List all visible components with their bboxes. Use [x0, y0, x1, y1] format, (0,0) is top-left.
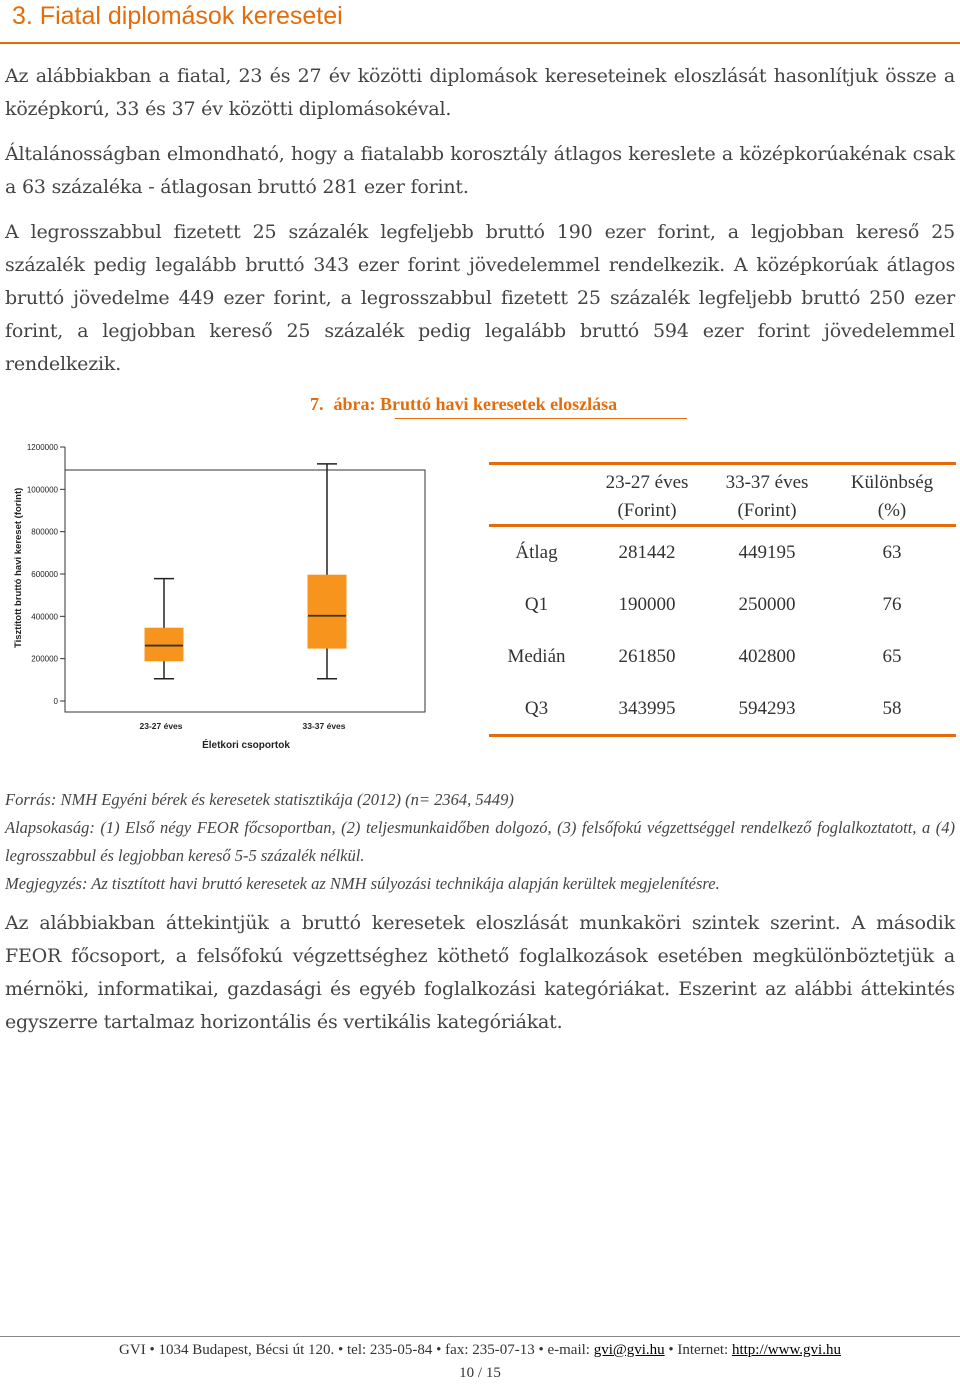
table-header-rule: [489, 524, 956, 527]
iqr-box: [307, 574, 347, 649]
header-col1-line2: (Forint): [617, 500, 677, 521]
table-header-col3: Különbség (%): [832, 472, 952, 522]
statistics-table: 23-27 éves (Forint) 33-37 éves (Forint) …: [489, 462, 956, 742]
table-cell: 76: [882, 594, 902, 615]
y-tick-label: 600000: [31, 570, 58, 579]
table-cell: 594293: [738, 698, 796, 719]
paragraph-overview: Az alábbiakban áttekintjük a bruttó kere…: [5, 912, 955, 1033]
footer-org-text: GVI • 1034 Budapest, Bécsi út 120. • tel…: [119, 1342, 594, 1358]
plot-frame: [64, 469, 426, 713]
paragraph-intro: Az alábbiakban a fiatal, 23 és 27 év köz…: [5, 65, 955, 120]
table-cell: 402800: [738, 646, 796, 667]
table-cell: 449195: [738, 542, 796, 563]
y-tick-label: 1200000: [27, 443, 59, 452]
footer-internet-label: • Internet:: [664, 1342, 732, 1358]
table-row-label: Átlag: [515, 542, 558, 563]
figure-caption: 7. ábra: Bruttó havi keresetek eloszlása: [310, 394, 617, 415]
paragraph-general: Általánosságban elmondható, hogy a fiata…: [5, 143, 955, 198]
table-header-col1: 23-27 éves (Forint): [587, 472, 707, 522]
table-row-label: Medián: [507, 646, 566, 667]
table-cell: 65: [882, 646, 902, 667]
table-header-col2: 33-37 éves (Forint): [707, 472, 827, 522]
remark-note: Megjegyzés: Az tisztított havi bruttó ke…: [5, 874, 720, 893]
header-col3-line2: (%): [877, 500, 907, 521]
y-tick-label: 0: [54, 697, 59, 706]
page-number: 10 / 15: [459, 1365, 501, 1381]
figure-number: 7.: [310, 394, 324, 414]
y-tick-label: 200000: [31, 655, 58, 664]
table-cell: 250000: [738, 594, 796, 615]
footer-website-link[interactable]: http://www.gvi.hu: [731, 1342, 841, 1358]
x-tick-label: 23-27 éves: [139, 721, 182, 731]
figure-title: ábra: Bruttó havi keresetek eloszlása: [333, 394, 618, 414]
x-tick-label: 33-37 éves: [302, 721, 345, 731]
source-note: Forrás: NMH Egyéni bérek és keresetek st…: [5, 790, 514, 809]
figure-caption-underline: [395, 418, 687, 419]
x-axis-label: Életkori csoportok: [202, 738, 290, 751]
section-heading: 3. Fiatal diplomások keresetei: [12, 2, 343, 30]
header-col1-line1: 23-27 éves: [605, 472, 689, 493]
table-cell: 261850: [618, 646, 676, 667]
table-top-rule: [489, 462, 956, 465]
table-cell: 58: [882, 698, 902, 719]
table-cell: 190000: [618, 594, 676, 615]
table-bottom-rule: [489, 734, 956, 737]
y-tick-label: 1000000: [27, 485, 59, 494]
iqr-box: [144, 627, 184, 662]
table-row-label: Q3: [524, 698, 549, 719]
header-col2-line2: (Forint): [737, 500, 797, 521]
y-tick-label: 800000: [31, 528, 58, 537]
footer-email-link[interactable]: gvi@gvi.hu: [593, 1342, 665, 1358]
table-cell: 343995: [618, 698, 676, 719]
y-tick-label: 400000: [31, 612, 58, 621]
table-cell: 281442: [618, 542, 676, 563]
table-row-label: Q1: [524, 594, 549, 615]
header-col3-line1: Különbség: [850, 472, 934, 493]
footer-divider: [0, 1336, 960, 1337]
header-col2-line1: 33-37 éves: [725, 472, 809, 493]
y-axis-label: Tisztított bruttó havi kereset (forint): [13, 488, 24, 648]
table-cell: 63: [882, 542, 902, 563]
footer-contact: GVI • 1034 Budapest, Bécsi út 120. • tel…: [0, 1342, 960, 1359]
heading-divider: [0, 42, 960, 44]
boxplot-chart: 0 200000 400000 600000 800000 1000000 1200000 T…: [13, 443, 426, 751]
population-note: Alapsokaság: (1) Első négy FEOR főcsopor…: [5, 818, 955, 865]
paragraph-quartiles: A legrosszabbul fizetett 25 százalék leg…: [5, 221, 955, 375]
